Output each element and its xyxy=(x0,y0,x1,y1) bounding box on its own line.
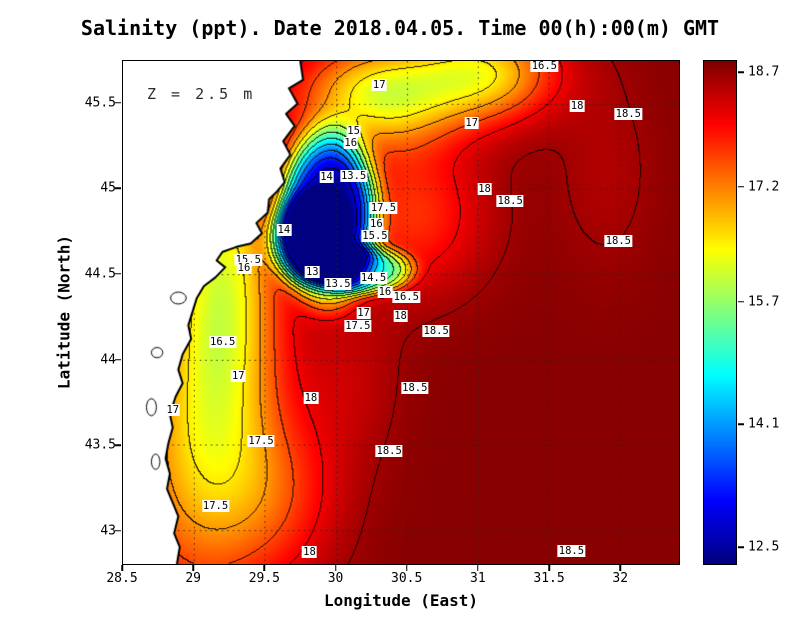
x-tick-label: 29 xyxy=(185,571,201,586)
map-plot-area: 17 16.5 18 18.5 17 15 16 14 13.5 18 18.5 17.5 16 15.5… xyxy=(122,60,680,565)
y-tick-mark xyxy=(115,530,121,532)
contour-label: 17.5 xyxy=(247,435,275,448)
contour-label: 16.5 xyxy=(530,61,558,73)
x-tick-label: 30.5 xyxy=(391,571,423,586)
contour-label: 18.5 xyxy=(375,445,403,458)
contour-label: 18.5 xyxy=(604,234,633,247)
contour-label: 18.5 xyxy=(401,381,429,394)
y-tick-mark xyxy=(115,358,121,361)
contour-label: 16 xyxy=(369,217,384,230)
colorbar-tick-label: 17.2 xyxy=(748,179,780,195)
contour-label: 18 xyxy=(302,546,317,559)
contour-label: 18.5 xyxy=(614,108,642,121)
colorbar-tick-mark xyxy=(738,301,744,303)
x-tick-label: 29.5 xyxy=(248,571,280,586)
contour-label: 16 xyxy=(343,137,359,150)
contour-label: 18 xyxy=(303,392,319,405)
contour-label: 14.5 xyxy=(359,272,388,285)
contour-label: 17 xyxy=(464,116,480,129)
contour-label: 17 xyxy=(165,404,181,417)
contour-label: 14 xyxy=(319,171,334,184)
x-tick-label: 32 xyxy=(612,571,629,586)
contour-label: 18.5 xyxy=(496,195,524,208)
colorbar-tick-label: 15.7 xyxy=(748,294,780,310)
x-tick-label: 30 xyxy=(327,571,344,586)
contour-label: 16 xyxy=(377,286,393,299)
contour-label: 18 xyxy=(477,183,492,196)
contour-label: 17 xyxy=(356,306,371,319)
contour-label: 18 xyxy=(393,310,408,323)
y-tick-mark xyxy=(115,444,121,446)
depth-annotation: Z = 2.5 m xyxy=(147,85,256,103)
figure-title: Salinity (ppt). Date 2018.04.05. Time 00… xyxy=(80,16,720,40)
colorbar-tick-mark xyxy=(738,546,744,548)
contour-label: 17.5 xyxy=(344,320,372,333)
colorbar xyxy=(703,60,737,565)
contour-label: 16.5 xyxy=(208,335,237,348)
contour-label: 17 xyxy=(230,369,246,382)
contour-label: 13.5 xyxy=(324,277,352,290)
y-tick-label: 45 xyxy=(100,180,116,196)
y-tick-label: 43 xyxy=(100,523,116,539)
contour-label: 17 xyxy=(371,78,387,91)
contour-label: 18 xyxy=(569,99,585,112)
colorbar-tick-mark xyxy=(738,186,744,188)
y-tick-label: 44 xyxy=(100,352,116,368)
contour-label: 15.5 xyxy=(361,229,389,242)
contour-label: 18.5 xyxy=(557,544,586,557)
y-tick-label: 44.5 xyxy=(84,266,116,282)
contour-label: 13.5 xyxy=(339,169,368,182)
y-tick-mark xyxy=(115,273,121,275)
x-tick-mark xyxy=(477,565,479,571)
colorbar-tick-label: 12.5 xyxy=(748,539,780,555)
x-tick-mark xyxy=(619,565,621,571)
colorbar-gradient-canvas xyxy=(704,61,736,564)
colorbar-tick-mark xyxy=(738,423,744,426)
contour-label: 15 xyxy=(346,125,361,138)
colorbar-tick-label: 14.1 xyxy=(748,416,780,432)
contour-label: 18.5 xyxy=(422,325,450,338)
x-tick-mark xyxy=(192,565,194,571)
y-tick-mark xyxy=(115,102,121,104)
contour-label: 16 xyxy=(236,262,252,275)
x-axis-title: Longitude (East) xyxy=(323,591,479,610)
y-tick-mark xyxy=(115,187,121,190)
x-tick-mark xyxy=(263,565,266,571)
contour-label: 17.5 xyxy=(369,202,398,215)
x-tick-label: 31 xyxy=(470,571,486,586)
x-tick-mark xyxy=(334,565,337,571)
contour-label-layer: 17 16.5 18 18.5 17 15 16 14 13.5 18 18.5 17.5 16 15.5… xyxy=(123,61,679,564)
x-tick-mark xyxy=(405,565,408,571)
contour-label: 14 xyxy=(276,224,292,237)
contour-label: 16.5 xyxy=(392,291,420,304)
x-tick-mark xyxy=(548,565,550,571)
x-tick-mark xyxy=(121,565,123,571)
y-tick-label: 43.5 xyxy=(84,437,116,453)
colorbar-tick-mark xyxy=(738,71,744,73)
x-tick-label: 28.5 xyxy=(106,571,138,586)
x-tick-label: 31.5 xyxy=(533,571,565,586)
contour-label: 13 xyxy=(304,265,320,278)
contour-label: 17.5 xyxy=(201,500,230,513)
y-tick-label: 45.5 xyxy=(84,95,116,111)
colorbar-tick-label: 18.7 xyxy=(748,64,780,80)
